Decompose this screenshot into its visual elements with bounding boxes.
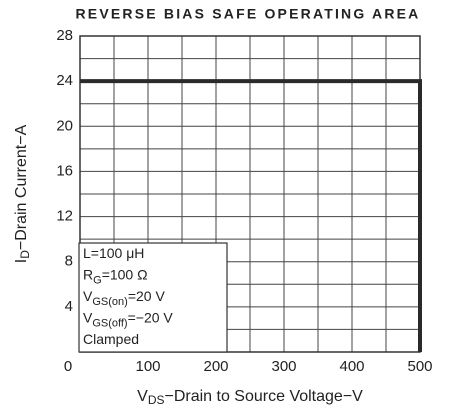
- x-tick-label: 300: [271, 358, 296, 375]
- y-tick-label: 4: [65, 298, 73, 315]
- y-tick-label: 20: [56, 117, 73, 134]
- annotation-text: V: [83, 310, 93, 326]
- chart-title: REVERSE BIAS SAFE OPERATING AREA: [76, 6, 421, 22]
- y-tick-label: 24: [56, 72, 73, 89]
- y-tick-label: 16: [56, 162, 73, 179]
- annotation-line: VGS(off)=−20 V: [83, 310, 173, 330]
- annotation-text: R: [83, 267, 93, 283]
- annotation-background: [78, 242, 228, 353]
- annotation-text: =−20 V: [128, 310, 174, 326]
- x-axis-label-part: V: [137, 388, 148, 405]
- annotation-line: RG=100 Ω: [83, 267, 148, 287]
- annotation-text: L=100 μH: [83, 245, 144, 261]
- x-tick-label: 400: [339, 358, 364, 375]
- x-tick-label: 500: [407, 358, 432, 375]
- annotation-subscript: G: [93, 275, 102, 287]
- x-axis-label-part: −Drain to Source Voltage−V: [164, 388, 363, 405]
- annotation-line: Clamped: [83, 331, 139, 347]
- x-tick-label: 0: [64, 358, 72, 375]
- x-axis-label-part: DS: [148, 393, 165, 407]
- annotation-subscript: GS(off): [92, 318, 127, 330]
- y-axis-label-part: D: [18, 250, 32, 259]
- y-tick-label: 8: [65, 253, 73, 270]
- y-axis-label-part: I: [13, 259, 30, 263]
- annotation-text: =100 Ω: [102, 267, 148, 283]
- annotation-text: =20 V: [128, 288, 166, 304]
- x-tick-label: 200: [203, 358, 228, 375]
- x-tick-label: 100: [135, 358, 160, 375]
- y-axis-label-part: −Drain Current−A: [13, 124, 30, 250]
- annotation-subscript: GS(on): [92, 296, 127, 308]
- annotation-line: L=100 μH: [83, 245, 144, 261]
- annotation-line: VGS(on)=20 V: [83, 288, 165, 308]
- y-axis-label: ID−Drain Current−A: [13, 124, 32, 263]
- y-tick-label: 28: [56, 27, 73, 44]
- y-tick-label: 12: [56, 208, 73, 225]
- annotation-text: V: [83, 288, 93, 304]
- data-line: [80, 79, 422, 352]
- annotation-text: Clamped: [83, 331, 139, 347]
- x-axis-label: VDS−Drain to Source Voltage−V: [137, 388, 363, 407]
